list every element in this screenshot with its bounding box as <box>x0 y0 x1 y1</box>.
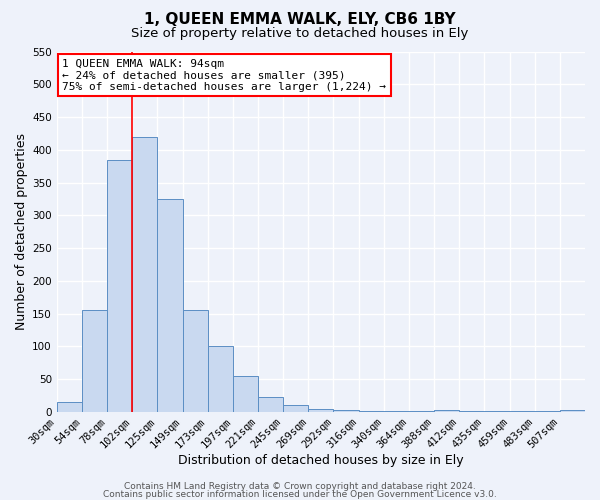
Text: 1, QUEEN EMMA WALK, ELY, CB6 1BY: 1, QUEEN EMMA WALK, ELY, CB6 1BY <box>144 12 456 28</box>
Bar <box>182 310 208 412</box>
Text: Size of property relative to detached houses in Ely: Size of property relative to detached ho… <box>131 28 469 40</box>
Bar <box>107 160 132 412</box>
Y-axis label: Number of detached properties: Number of detached properties <box>15 133 28 330</box>
X-axis label: Distribution of detached houses by size in Ely: Distribution of detached houses by size … <box>178 454 464 468</box>
Bar <box>57 402 82 412</box>
Text: Contains HM Land Registry data © Crown copyright and database right 2024.: Contains HM Land Registry data © Crown c… <box>124 482 476 491</box>
Bar <box>434 410 459 412</box>
Bar <box>384 410 409 412</box>
Text: 1 QUEEN EMMA WALK: 94sqm
← 24% of detached houses are smaller (395)
75% of semi-: 1 QUEEN EMMA WALK: 94sqm ← 24% of detach… <box>62 58 386 92</box>
Bar <box>208 346 233 412</box>
Bar <box>258 398 283 412</box>
Bar <box>308 408 334 412</box>
Bar <box>283 406 308 412</box>
Bar <box>535 411 560 412</box>
Bar <box>509 411 535 412</box>
Bar <box>132 136 157 412</box>
Bar <box>233 376 258 412</box>
Bar <box>82 310 107 412</box>
Text: Contains public sector information licensed under the Open Government Licence v3: Contains public sector information licen… <box>103 490 497 499</box>
Bar <box>157 199 182 412</box>
Bar <box>484 410 509 412</box>
Bar <box>409 411 434 412</box>
Bar <box>359 410 384 412</box>
Bar <box>459 411 484 412</box>
Bar <box>334 410 359 412</box>
Bar <box>560 410 585 412</box>
